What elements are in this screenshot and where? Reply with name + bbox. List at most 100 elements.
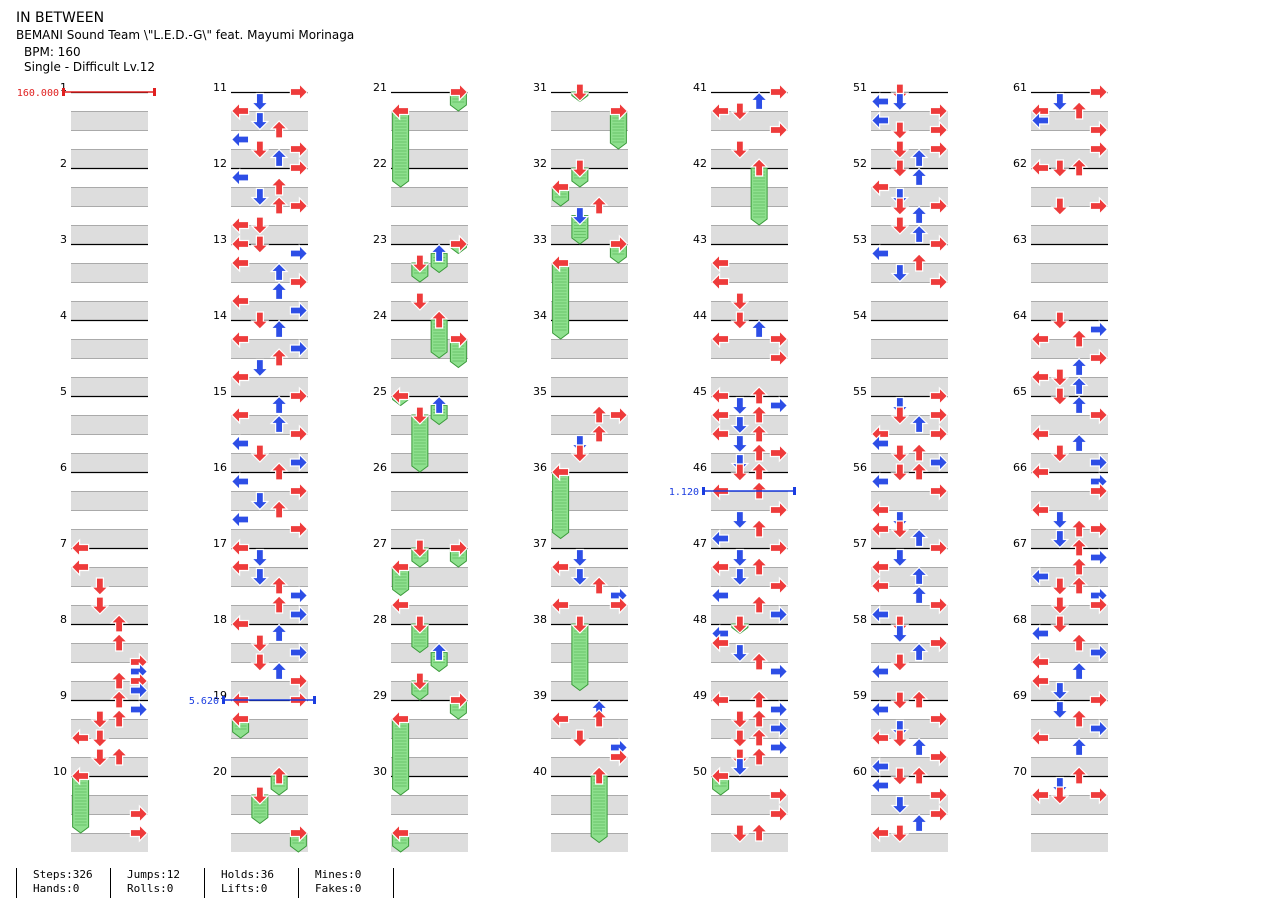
beat-band: [231, 225, 308, 244]
arrow-left-icon: [870, 605, 890, 624]
beat-band: [551, 757, 628, 776]
arrow-up-icon: [109, 747, 129, 766]
beat-band: [871, 567, 948, 586]
arrow-up-icon: [1069, 519, 1089, 538]
arrow-right-icon: [929, 196, 949, 216]
arrow-right-icon: [929, 747, 949, 767]
arrow-down-icon: [410, 539, 430, 558]
arrow-up-icon: [909, 690, 929, 709]
beat-band: [871, 339, 948, 358]
measure-number: 40: [533, 765, 547, 778]
arrow-up-icon: [1069, 737, 1089, 757]
stat-fakes: Fakes:0: [315, 882, 362, 895]
measure-number: 33: [533, 233, 547, 246]
arrow-down-icon: [250, 567, 270, 587]
arrow-down-icon: [890, 159, 910, 178]
arrow-right-icon: [449, 690, 469, 710]
arrow-down-icon: [890, 197, 910, 216]
arrow-down-icon: [250, 634, 270, 653]
arrow-down-icon: [410, 406, 430, 425]
hold-body: [571, 623, 589, 692]
beat-band: [551, 681, 628, 700]
beat-band: [1031, 491, 1108, 510]
measure-number: 24: [373, 309, 387, 322]
beat-band: [231, 453, 308, 472]
beat-band: [231, 491, 308, 510]
arrow-up-icon: [909, 737, 929, 757]
measure-number: 43: [693, 233, 707, 246]
arrow-right-icon: [929, 424, 949, 444]
measure-number: 65: [1013, 385, 1027, 398]
arrow-up-icon: [589, 196, 609, 215]
arrow-down-icon: [730, 396, 750, 416]
arrow-up-icon: [909, 566, 929, 586]
measure-number: 29: [373, 689, 387, 702]
arrow-down-icon: [890, 92, 910, 112]
arrow-up-icon: [589, 424, 609, 443]
arrow-right-icon: [289, 671, 309, 691]
song-artist: BEMANI Sound Team \"L.E.D.-G\" feat. May…: [16, 28, 355, 42]
arrow-up-icon: [269, 595, 289, 614]
bpm-stop-markers: 160.000 5.620 1.120: [17, 88, 796, 707]
arrow-left-icon: [1030, 567, 1050, 586]
measure-number: 39: [533, 689, 547, 702]
arrow-down-icon: [1050, 596, 1070, 615]
arrow-down-icon: [410, 672, 430, 691]
arrow-left-icon: [230, 253, 250, 273]
arrow-right-icon: [1089, 519, 1109, 539]
arrow-left-icon: [550, 462, 570, 482]
arrow-up-icon: [749, 519, 769, 538]
measure-number: 53: [853, 233, 867, 246]
arrow-left-icon: [870, 576, 890, 596]
stat-jumps: Jumps:12: [127, 868, 180, 881]
beat-band: [71, 795, 148, 814]
arrow-up-icon: [909, 462, 929, 481]
arrow-right-icon: [289, 453, 309, 472]
beat-band: [551, 415, 628, 434]
arrow-up-icon: [269, 414, 289, 434]
arrow-down-icon: [90, 729, 110, 748]
beat-band: [231, 187, 308, 206]
arrow-down-icon: [570, 206, 590, 226]
arrow-up-icon: [1069, 538, 1089, 557]
arrow-up-icon: [1069, 576, 1089, 595]
arrow-right-icon: [289, 244, 309, 263]
arrow-right-icon: [1089, 548, 1109, 567]
arrow-right-icon: [929, 453, 949, 472]
song-title: IN BETWEEN: [16, 10, 105, 26]
arrow-down-icon: [890, 767, 910, 786]
beat-band: [391, 529, 468, 548]
arrow-down-icon: [250, 92, 270, 112]
arrow-right-icon: [449, 538, 469, 558]
measure-number: 49: [693, 689, 707, 702]
arrow-down-icon: [730, 729, 750, 748]
stat-cell: Mines:0 Fakes:0: [298, 868, 394, 898]
step-chart: 1234567891011121314151617181920212223242…: [17, 81, 1109, 853]
arrow-down-icon: [410, 254, 430, 273]
marker-cap: [153, 88, 156, 96]
beat-band: [871, 757, 948, 776]
arrow-right-icon: [769, 804, 789, 824]
measure-number: 18: [213, 613, 227, 626]
beat-band: [391, 567, 468, 586]
arrow-up-icon: [749, 595, 769, 614]
arrow-down-icon: [890, 444, 910, 463]
stat-mines: Mines:0: [315, 868, 362, 881]
measure-number: 1: [60, 81, 67, 94]
arrow-up-icon: [749, 709, 769, 728]
arrow-right-icon: [769, 538, 789, 558]
arrow-up-icon: [269, 500, 289, 519]
hold-body: [590, 775, 608, 844]
arrow-right-icon: [1089, 453, 1109, 472]
measure-number: 62: [1013, 157, 1027, 170]
arrow-down-icon: [730, 292, 750, 311]
arrow-down-icon: [1050, 368, 1070, 387]
measure-number: 47: [693, 537, 707, 550]
arrow-right-icon: [769, 329, 789, 349]
arrow-left-icon: [230, 434, 250, 453]
beat-band: [711, 757, 788, 776]
arrow-down-icon: [1050, 510, 1070, 530]
arrow-up-icon: [269, 281, 289, 301]
arrow-down-icon: [890, 653, 910, 672]
arrow-left-icon: [1030, 671, 1050, 691]
